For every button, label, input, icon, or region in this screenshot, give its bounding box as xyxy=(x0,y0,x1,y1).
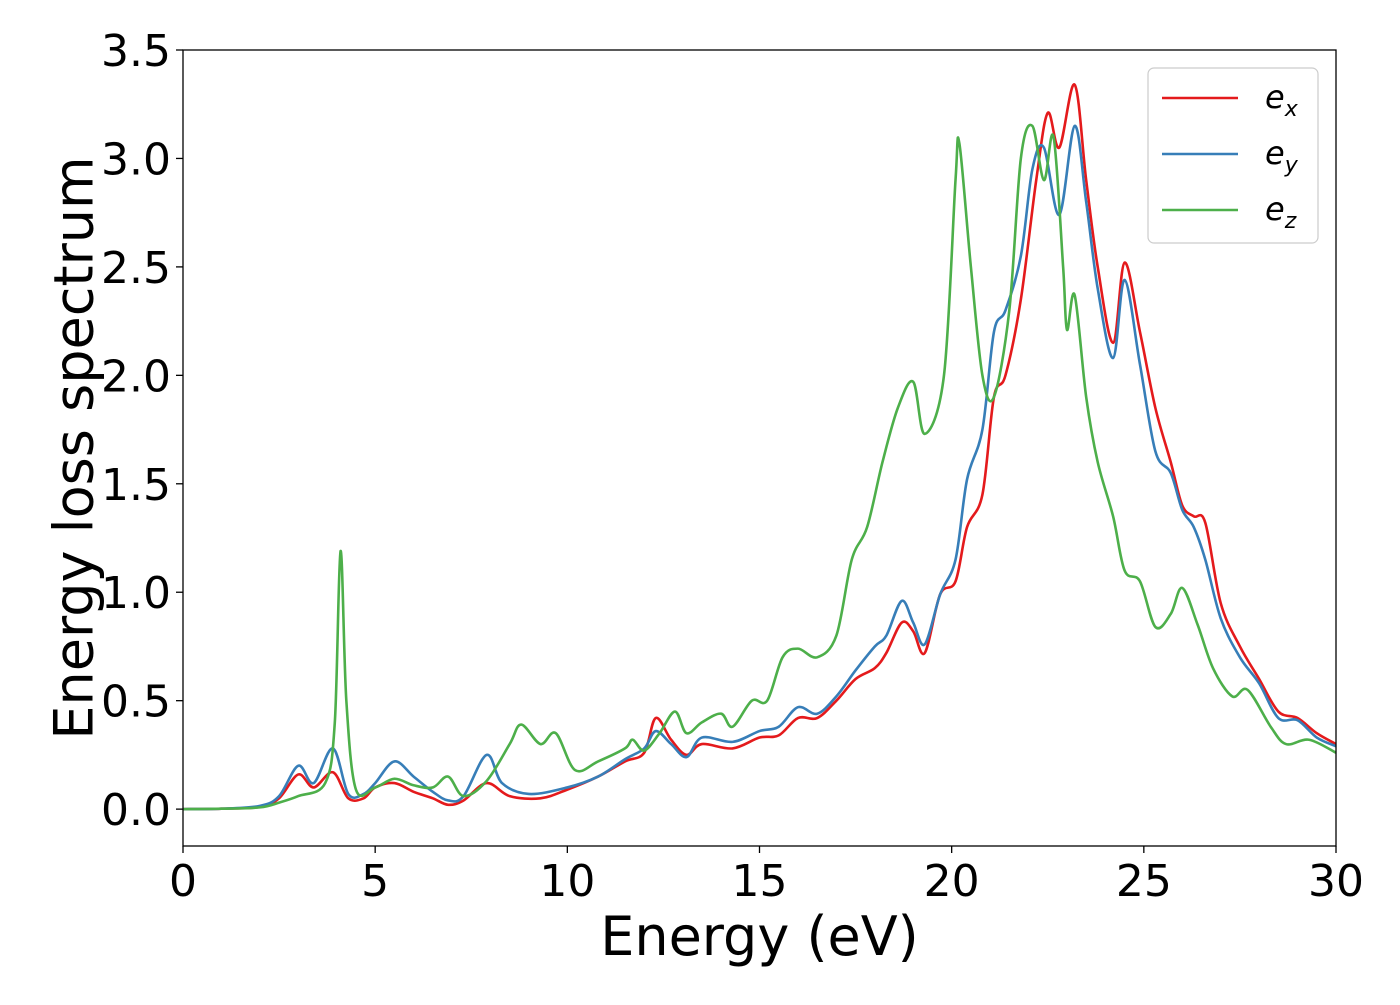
legend-label-y: ey xyxy=(1265,134,1299,178)
series-line-z xyxy=(183,123,1336,811)
x-tick-label: 0 xyxy=(169,856,197,907)
x-tick-label: 10 xyxy=(539,856,595,907)
y-axis-ticks: 0.0 0.5 1.0 1.5 2.0 2.5 3.0 3.5 xyxy=(101,26,183,836)
x-tick-label: 30 xyxy=(1308,856,1364,907)
y-tick-label: 2.0 xyxy=(101,351,171,402)
y-tick-label: 0.0 xyxy=(101,785,171,836)
y-tick-label: 3.0 xyxy=(101,134,171,185)
series-layer xyxy=(183,83,1336,811)
y-tick-label: 0.5 xyxy=(101,677,171,728)
legend-label-z: ez xyxy=(1265,190,1297,234)
y-tick-label: 2.5 xyxy=(101,243,171,294)
y-tick-label: 1.5 xyxy=(101,460,171,511)
x-axis-label: Energy (eV) xyxy=(600,905,919,968)
y-tick-label: 1.0 xyxy=(101,568,171,619)
series-line-x xyxy=(183,83,1336,811)
y-axis-label: Energy loss spectrum xyxy=(43,156,106,739)
legend: ex ey ez xyxy=(1147,67,1319,244)
x-tick-label: 15 xyxy=(732,856,788,907)
x-tick-label: 25 xyxy=(1116,856,1172,907)
legend-box xyxy=(1147,67,1319,244)
y-tick-label: 3.5 xyxy=(101,26,171,77)
legend-label-x: ex xyxy=(1265,78,1299,122)
x-tick-label: 20 xyxy=(924,856,980,907)
x-axis-ticks: 0 5 10 15 20 25 30 xyxy=(169,846,1364,907)
series-line-y xyxy=(183,124,1336,811)
x-tick-label: 5 xyxy=(361,856,389,907)
